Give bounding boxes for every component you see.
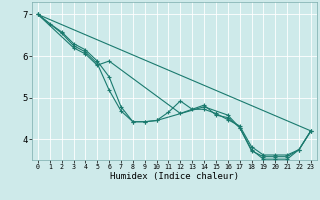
X-axis label: Humidex (Indice chaleur): Humidex (Indice chaleur) [110, 172, 239, 181]
